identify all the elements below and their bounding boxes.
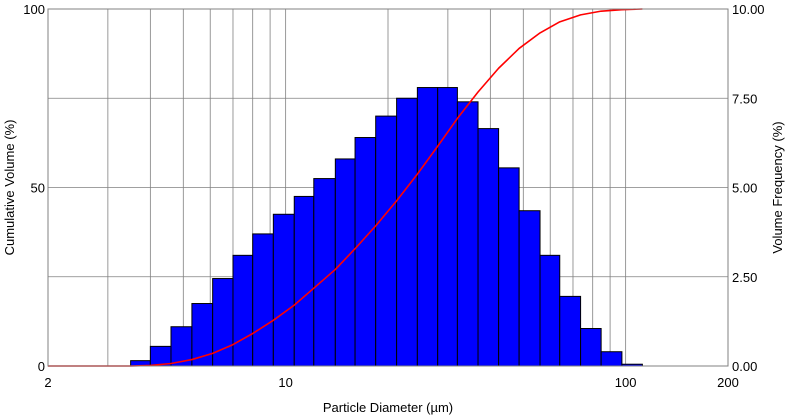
frequency-bar (477, 128, 500, 367)
frequency-bar (354, 137, 377, 367)
frequency-bar (334, 158, 356, 367)
y-left-axis-title: Cumulative Volume (%) (2, 120, 17, 256)
x-axis-title: Particle Diameter (µm) (323, 400, 453, 415)
y-left-tick-label: 100 (23, 2, 45, 17)
x-tick-label: 2 (44, 375, 51, 390)
frequency-bar (293, 195, 315, 367)
frequency-bar (559, 295, 582, 367)
y-left-tick-label: 50 (31, 181, 45, 196)
y-right-tick-label: 2.50 (732, 270, 757, 285)
cumulative-curve-group (48, 8, 643, 367)
x-tick-label: 200 (717, 375, 739, 390)
frequency-bar (539, 254, 561, 367)
frequency-bar (498, 167, 520, 367)
x-tick-label: 10 (278, 375, 292, 390)
plot-frame (47, 8, 729, 367)
frequency-bar (437, 87, 458, 367)
y-right-tick-label: 0.00 (732, 359, 757, 374)
y-right-tick-label: 5.00 (732, 181, 757, 196)
frequency-bar (232, 254, 254, 367)
frequency-bar (252, 233, 274, 367)
y-left-tick-labels: 0 50 100 (23, 2, 45, 374)
y-right-axis-title: Volume Frequency (%) (770, 121, 785, 253)
x-tick-labels: 2 10 100 200 (44, 375, 738, 390)
frequency-bar (456, 101, 479, 367)
frequency-bar (600, 351, 623, 367)
frequency-bar (580, 328, 602, 367)
frequency-bar (416, 87, 439, 367)
y-right-tick-label: 10.00 (732, 2, 765, 17)
frequency-bars (130, 87, 643, 367)
y-right-tick-label: 7.50 (732, 91, 757, 106)
frequency-bar (272, 213, 295, 367)
y-left-tick-label: 0 (38, 359, 45, 374)
cumulative-volume-line (48, 8, 643, 367)
frequency-bar (518, 210, 541, 367)
y-right-tick-labels: 0.00 2.50 5.00 7.50 10.00 (732, 2, 765, 374)
frequency-bar (375, 115, 398, 367)
frequency-bar (396, 97, 418, 367)
x-tick-label: 100 (615, 375, 637, 390)
